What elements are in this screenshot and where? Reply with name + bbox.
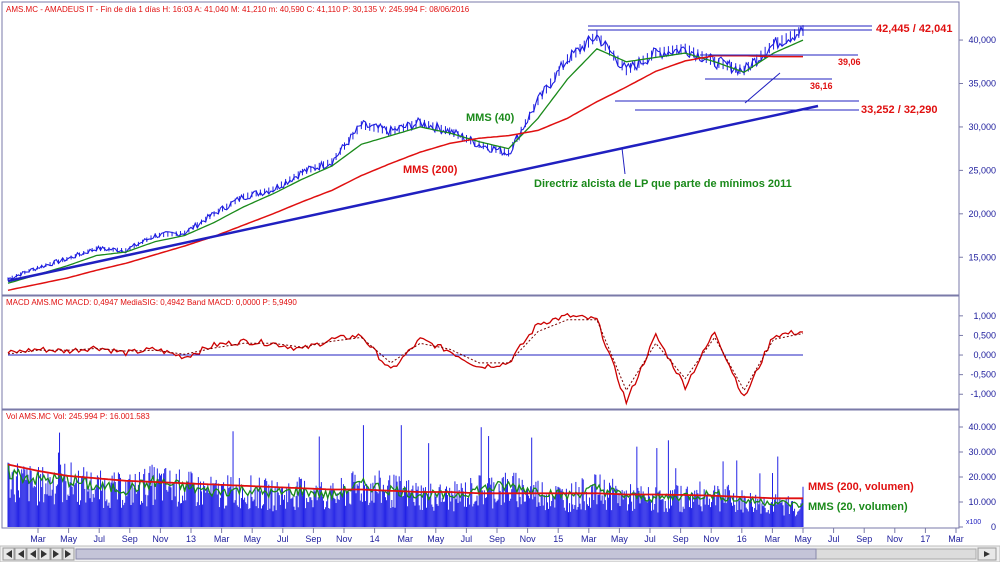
annotation-support: 33,252 / 32,290: [861, 104, 937, 116]
volume-lines: [7, 463, 804, 509]
macd-tick-label: 1,000: [973, 311, 996, 321]
nav-prev-fast-icon: [18, 550, 24, 558]
price-tick-label: 40,000: [968, 35, 996, 45]
annotation-trendline: Directriz alcista de LP que parte de mín…: [534, 178, 792, 190]
x-tick-label: Jul: [93, 534, 105, 544]
annotation-level1: 39,06: [838, 57, 861, 67]
trendline-pointer: [621, 147, 626, 175]
scroll-thumb[interactable]: [75, 548, 817, 560]
x-tick-label: 16: [737, 534, 747, 544]
x-tick-label: May: [244, 534, 262, 544]
annotation-mms40: MMS (40): [466, 112, 515, 124]
macd-header: MACD AMS.MC MACD: 0,4947 MediaSIG: 0,494…: [6, 298, 297, 307]
macd-lines: [7, 312, 804, 406]
macd-axis: 1,000 0,500 0,000 -0,500 -1,000: [959, 311, 996, 399]
x-tick-label: Mar: [397, 534, 413, 544]
x-tick-label: Sep: [856, 534, 872, 544]
annotation-vol20: MMS (20, volumen): [808, 501, 908, 513]
x-tick-label: Mar: [581, 534, 597, 544]
volume-tick-label: 20.000: [968, 472, 996, 482]
x-tick-label: Jul: [828, 534, 840, 544]
x-tick-label: 13: [186, 534, 196, 544]
x-axis-band: [2, 529, 959, 545]
price-panel: [1, 1, 960, 296]
x-tick-label: 14: [370, 534, 380, 544]
macd-panel: [1, 295, 960, 410]
x-tick-label: Nov: [520, 534, 537, 544]
x-tick-label: Jul: [644, 534, 656, 544]
price-tick-label: 25,000: [968, 165, 996, 175]
x-tick-label: Jul: [277, 534, 289, 544]
price-tick-label: 20,000: [968, 209, 996, 219]
volume-tick-label: 40.000: [968, 422, 996, 432]
price-axis: 40,000 35,000 30,000 25,000 20,000 15,000: [959, 35, 996, 262]
annotation-vol200: MMS (200, volumen): [808, 481, 914, 493]
x-axis: Mar May Jul Sep Nov 13 Mar May Jul Sep Nov 14 Mar May…: [30, 528, 964, 544]
nav-first-icon: [6, 550, 12, 558]
x-tick-label: Mar: [765, 534, 781, 544]
x-tick-label: Jul: [461, 534, 473, 544]
volume-header: Vol AMS.MC Vol: 245.994 P: 16.001.583: [6, 412, 150, 421]
macd-tick-label: 0,500: [973, 330, 996, 340]
short-trend-line: [744, 72, 781, 104]
annotation-mms200: MMS (200): [403, 164, 458, 176]
nav-next-fast-icon: [53, 550, 59, 558]
price-series-line: [7, 25, 804, 280]
nav-next-icon: [41, 550, 47, 558]
x-tick-label: Sep: [122, 534, 138, 544]
scroll-right-icon: [984, 551, 990, 557]
nav-buttons: [2, 547, 75, 561]
volume-axis: 40.000 30.000 20.000 10.000 0: [959, 422, 996, 532]
x-tick-label: Nov: [887, 534, 904, 544]
price-tick-label: 15,000: [968, 252, 996, 262]
vol-mms200-line: [7, 463, 803, 500]
x-tick-label: May: [60, 534, 78, 544]
x-tick-label: May: [794, 534, 812, 544]
x-tick-label: Sep: [305, 534, 321, 544]
volume-bars: [7, 425, 804, 527]
nav-last-icon: [65, 550, 71, 558]
price-lines: [7, 25, 804, 292]
macd-tick-label: -1,000: [970, 389, 996, 399]
macd-line: [7, 312, 804, 406]
level-lines: [7, 25, 872, 283]
price-header: AMS.MC - AMADEUS IT - Fin de día 1 días …: [6, 5, 470, 14]
volume-tick-label: 30.000: [968, 447, 996, 457]
macd-signal-line: [7, 319, 804, 392]
x-tick-label: Mar: [30, 534, 46, 544]
x-tick-label: Sep: [673, 534, 689, 544]
long-term-trendline: [7, 104, 819, 283]
annotation-resistance: 42,445 / 42,041: [876, 23, 952, 35]
x-tick-label: May: [427, 534, 445, 544]
x-tick-label: May: [611, 534, 629, 544]
mms40-line: [7, 39, 804, 284]
x-tick-label: 17: [920, 534, 930, 544]
nav-prev-icon: [30, 550, 36, 558]
volume-tick-label: 10.000: [968, 497, 996, 507]
x-tick-label: Mar: [948, 534, 964, 544]
volume-tick-label: 0: [991, 522, 996, 532]
macd-tick-label: 0,000: [973, 350, 996, 360]
mms200-line: [7, 54, 803, 292]
x-tick-label: Sep: [489, 534, 505, 544]
macd-tick-label: -0,500: [970, 370, 996, 380]
x-tick-label: Nov: [703, 534, 720, 544]
x-tick-label: Nov: [336, 534, 353, 544]
x-tick-label: Mar: [214, 534, 230, 544]
volume-axis-unit: x100: [966, 519, 981, 526]
annotation-level2: 36,16: [810, 81, 833, 91]
x-tick-label: Nov: [152, 534, 169, 544]
x-tick-label: 15: [553, 534, 563, 544]
price-tick-label: 30,000: [968, 122, 996, 132]
price-tick-label: 35,000: [968, 79, 996, 89]
